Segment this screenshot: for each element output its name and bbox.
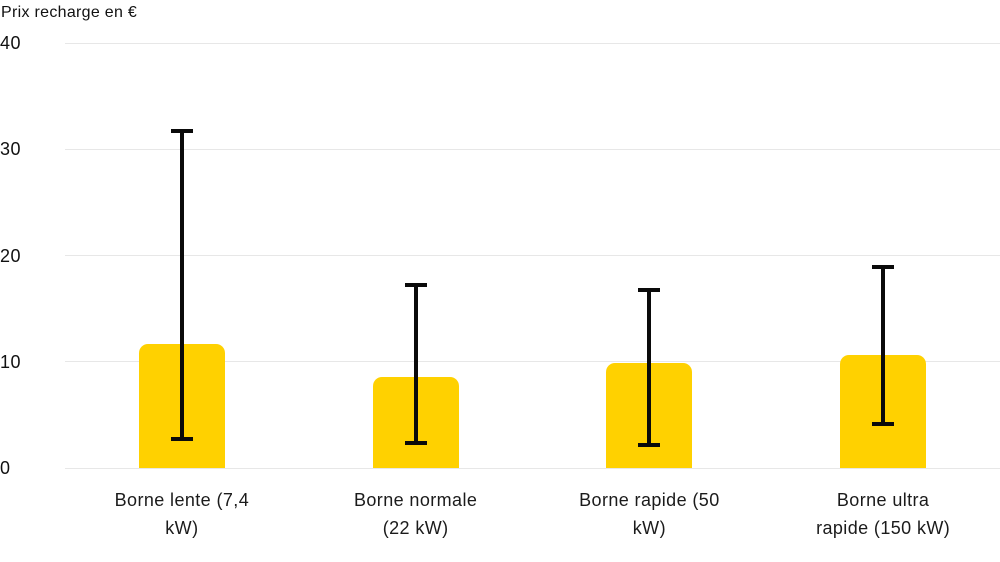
y-axis-tick-label: 0 xyxy=(0,458,11,478)
x-axis-label: Borne normale (22 kW) xyxy=(353,490,478,538)
error-bar-cap-bottom xyxy=(404,440,427,445)
y-axis-tick-label: 20 xyxy=(0,245,22,266)
gridline xyxy=(65,467,1000,469)
x-axis-label: Borne ultra rapide (150 kW) xyxy=(816,490,951,538)
error-bar-cap-top xyxy=(170,129,193,134)
error-bar-stem xyxy=(413,283,418,445)
gridline xyxy=(65,361,1000,363)
error-bar-cap-bottom xyxy=(170,437,193,442)
error-bar xyxy=(170,129,193,442)
gridline xyxy=(65,42,1000,44)
y-axis-tick-label: 30 xyxy=(0,139,22,160)
error-bar-cap-top xyxy=(404,283,427,288)
error-bar-stem xyxy=(179,129,184,442)
gridline xyxy=(65,148,1000,150)
y-axis-tick-label: 10 xyxy=(0,351,22,372)
chart-title: Prix recharge en € xyxy=(1,4,138,21)
error-bar xyxy=(404,283,427,445)
error-bar-cap-bottom xyxy=(638,442,661,447)
error-bar xyxy=(872,265,895,426)
error-bar-cap-top xyxy=(872,265,895,270)
y-axis-tick-label: 40 xyxy=(0,33,22,53)
error-bar-cap-bottom xyxy=(872,421,895,426)
error-bar-stem xyxy=(881,265,886,426)
error-bar-cap-top xyxy=(638,288,661,293)
x-axis-label: Borne rapide (50 kW) xyxy=(579,490,720,538)
gridline xyxy=(65,255,1000,256)
error-bar-stem xyxy=(647,288,652,447)
x-axis-label: Borne lente (7,4 kW) xyxy=(114,490,250,538)
error-bar xyxy=(638,288,661,447)
